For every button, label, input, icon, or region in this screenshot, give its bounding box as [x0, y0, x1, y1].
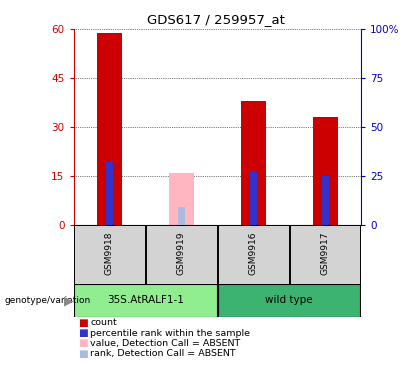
Text: ■: ■: [78, 338, 87, 348]
Text: GSM9918: GSM9918: [105, 231, 114, 275]
Bar: [106, 163, 113, 225]
Text: GSM9916: GSM9916: [249, 231, 258, 275]
Bar: [218, 284, 360, 317]
Bar: [290, 225, 360, 284]
Text: 35S.AtRALF1-1: 35S.AtRALF1-1: [107, 295, 184, 305]
Text: ■: ■: [78, 328, 87, 338]
Bar: [178, 208, 185, 225]
Bar: [97, 33, 122, 225]
Bar: [146, 225, 217, 284]
Text: percentile rank within the sample: percentile rank within the sample: [90, 329, 250, 337]
Text: value, Detection Call = ABSENT: value, Detection Call = ABSENT: [90, 339, 241, 348]
Bar: [74, 225, 145, 284]
Text: GDS617 / 259957_at: GDS617 / 259957_at: [147, 13, 285, 26]
Text: genotype/variation: genotype/variation: [4, 296, 90, 305]
Bar: [322, 176, 329, 225]
Bar: [241, 101, 266, 225]
Text: GSM9917: GSM9917: [321, 231, 330, 275]
Text: rank, Detection Call = ABSENT: rank, Detection Call = ABSENT: [90, 349, 236, 358]
Text: ■: ■: [78, 318, 87, 328]
Text: ▶: ▶: [64, 294, 74, 307]
Bar: [218, 225, 289, 284]
Text: count: count: [90, 318, 117, 327]
Bar: [250, 172, 257, 225]
Bar: [312, 117, 338, 225]
Text: ■: ■: [78, 348, 87, 359]
Text: wild type: wild type: [265, 295, 313, 305]
Text: GSM9919: GSM9919: [177, 231, 186, 275]
Bar: [169, 173, 194, 225]
Bar: [74, 284, 217, 317]
